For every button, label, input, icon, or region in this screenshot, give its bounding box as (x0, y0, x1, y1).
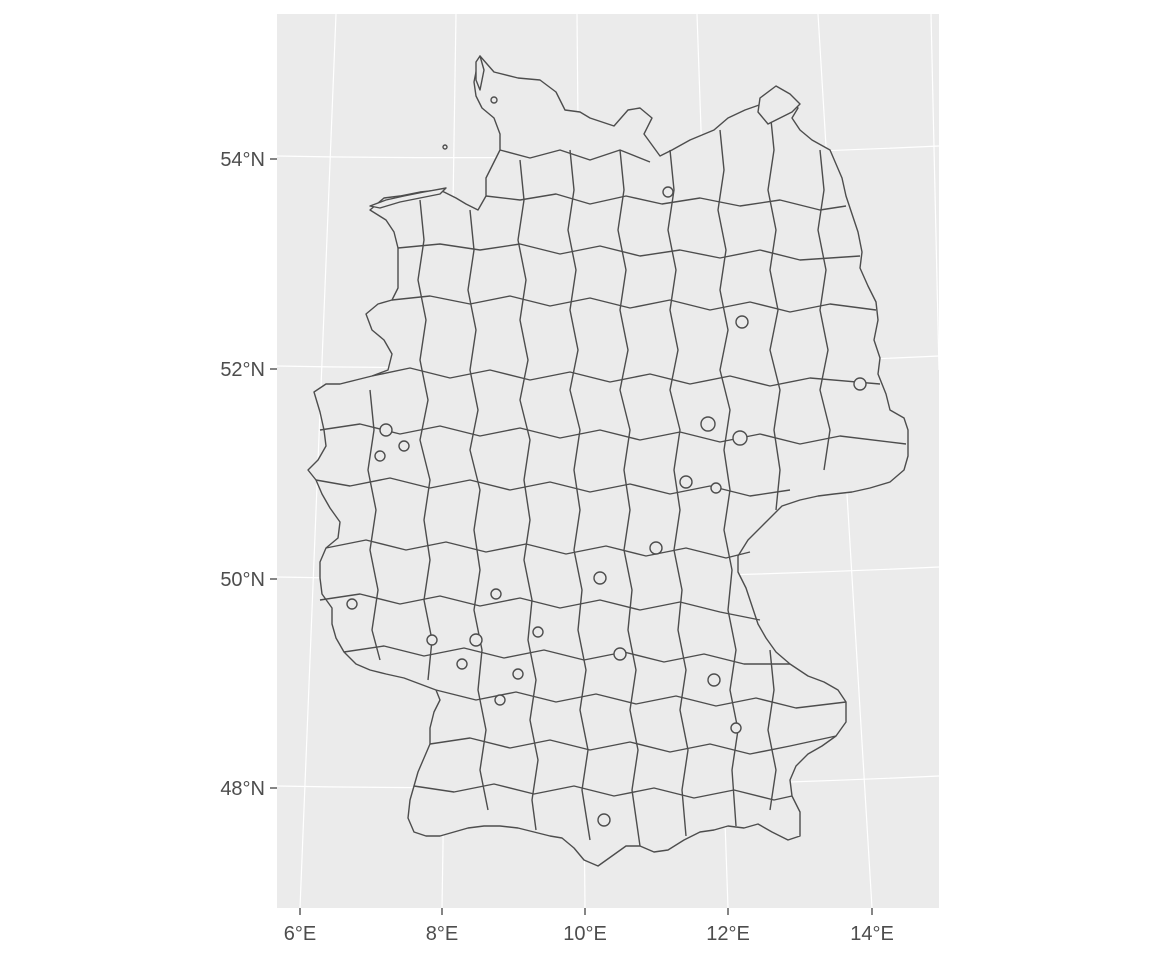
x-tick-label-6: 6°E (284, 923, 316, 945)
y-axis: 54°N 52°N 50°N 48°N (220, 149, 277, 800)
y-tick-label-52: 52°N (220, 359, 265, 381)
germany-districts (307, 55, 909, 867)
island-sylt (475, 55, 485, 91)
x-tick-label-14: 14°E (850, 923, 894, 945)
island-north-sea (369, 187, 447, 209)
y-tick-label-50: 50°N (220, 569, 265, 591)
x-axis: 6°E 8°E 10°E 12°E 14°E (284, 908, 894, 945)
graticule-lon-16 (930, 13, 940, 371)
x-tick-label-12: 12°E (706, 923, 750, 945)
island-ruegen (757, 85, 801, 125)
x-tick-label-8: 8°E (426, 923, 458, 945)
y-tick-label-48: 48°N (220, 778, 265, 800)
x-tick-label-10: 10°E (563, 923, 607, 945)
y-tick-label-54: 54°N (220, 149, 265, 171)
